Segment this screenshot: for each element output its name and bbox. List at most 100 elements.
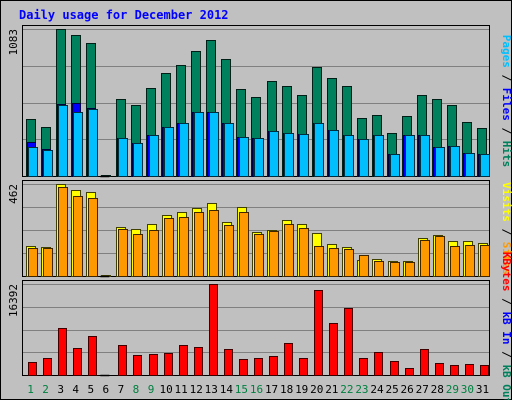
bar-pages [179,123,189,177]
x-tick-label: 28 [431,383,444,396]
bar-pages [88,109,98,177]
x-tick-label: 13 [205,383,218,396]
bar-pages [269,131,279,177]
bar-pages [133,143,143,177]
bar-pages [284,133,294,177]
bar-kbytes [88,336,97,376]
bar-pages [314,123,324,177]
bar-kbytes [179,345,188,376]
x-tick-label: 5 [87,383,94,396]
x-tick-label: 31 [476,383,489,396]
bar-sites [118,229,128,277]
bar-sites [254,234,264,277]
bar-pages [209,112,219,177]
bar-kbytes [359,358,368,376]
bar-pages [254,138,264,177]
legend-segment: kB Out [500,364,512,400]
bar-kbytes [374,352,383,376]
bar-pages [149,135,159,177]
x-tick-label: 24 [370,383,384,396]
bar-pages [405,135,415,177]
bar-kbytes [133,355,142,376]
bar-pages [465,153,475,177]
bar-sites [435,236,445,277]
x-tick-label: 11 [175,383,188,396]
bar-pages [194,112,204,177]
bar-pages [164,127,174,177]
bar-pages [224,123,234,177]
bar-kbytes [269,356,278,376]
bar-sites [88,198,98,277]
panel-kbytes: 16392 KBytes / kB In / kB Out [7,252,512,404]
bar-sites [224,225,234,277]
bar-sites [209,210,219,277]
bar-pages [329,130,339,177]
bar-kbytes [299,358,308,376]
x-tick-label: 23 [355,383,368,396]
bar-pages [480,154,490,177]
x-tick-label: 17 [265,383,278,396]
bar-kbytes [254,358,263,376]
legend-segment: / [500,121,512,141]
bar-sites [450,246,460,277]
bar-kbytes [149,354,158,376]
bar-pages [299,134,309,177]
bar-sites [344,249,354,277]
bar-kbytes [480,365,489,376]
bar-pages [390,154,400,177]
bar-pages [374,135,384,177]
panel-legend-label: KBytes / kB In / kB Out [500,252,512,400]
bar-sites [269,231,279,277]
bar-sites [480,245,490,277]
legend-segment: Visits [500,182,512,222]
x-tick-label: 12 [190,383,203,396]
bar-sites [465,245,475,277]
bar-kbytes [58,328,67,376]
bar-sites [390,262,400,277]
bar-kbytes [420,349,429,376]
bar-kbytes [329,323,338,376]
panel-legend-label: Visits / Sites [500,182,512,275]
bar-pages [118,138,128,177]
x-tick-label: 10 [159,383,172,396]
panel-max-label: 462 [7,184,20,204]
bar-pages [450,146,460,177]
x-tick-label: 26 [401,383,414,396]
bar-pages [28,147,38,177]
bar-sites [374,261,384,277]
bar-pages [435,147,445,177]
bar-kbytes [465,364,474,376]
x-tick-label: 1 [27,383,34,396]
bar-kbytes [224,349,233,376]
bar-pages [420,135,430,177]
bar-kbytes [239,359,248,376]
legend-segment: Hits [500,141,512,168]
bar-sites [179,217,189,277]
x-tick-label: 8 [133,383,140,396]
x-tick-label: 30 [461,383,474,396]
panel-max-label: 16392 [7,284,20,317]
panel-visits: 462 Visits / Sites [7,180,512,278]
bar-kbytes [73,348,82,376]
x-tick-label: 27 [416,383,429,396]
x-tick-label: 4 [72,383,79,396]
panel-legend-label: Pages / Files / Hits [500,35,512,168]
legend-segment: kB In [500,311,512,344]
bar-sites [58,187,68,277]
bar-sites [405,262,415,277]
legend-segment: / [500,68,512,88]
x-tick-label: 2 [42,383,49,396]
bar-kbytes [435,363,444,376]
x-tick-label: 29 [446,383,459,396]
bar-sites [133,234,143,277]
x-tick-label: 19 [295,383,308,396]
legend-segment: Pages [500,35,512,68]
bar-sites [239,212,249,277]
chart-title: Daily usage for December 2012 [19,8,229,22]
bar-pages [58,105,68,177]
bar-kbytes [194,347,203,376]
bar-sites [329,248,339,277]
